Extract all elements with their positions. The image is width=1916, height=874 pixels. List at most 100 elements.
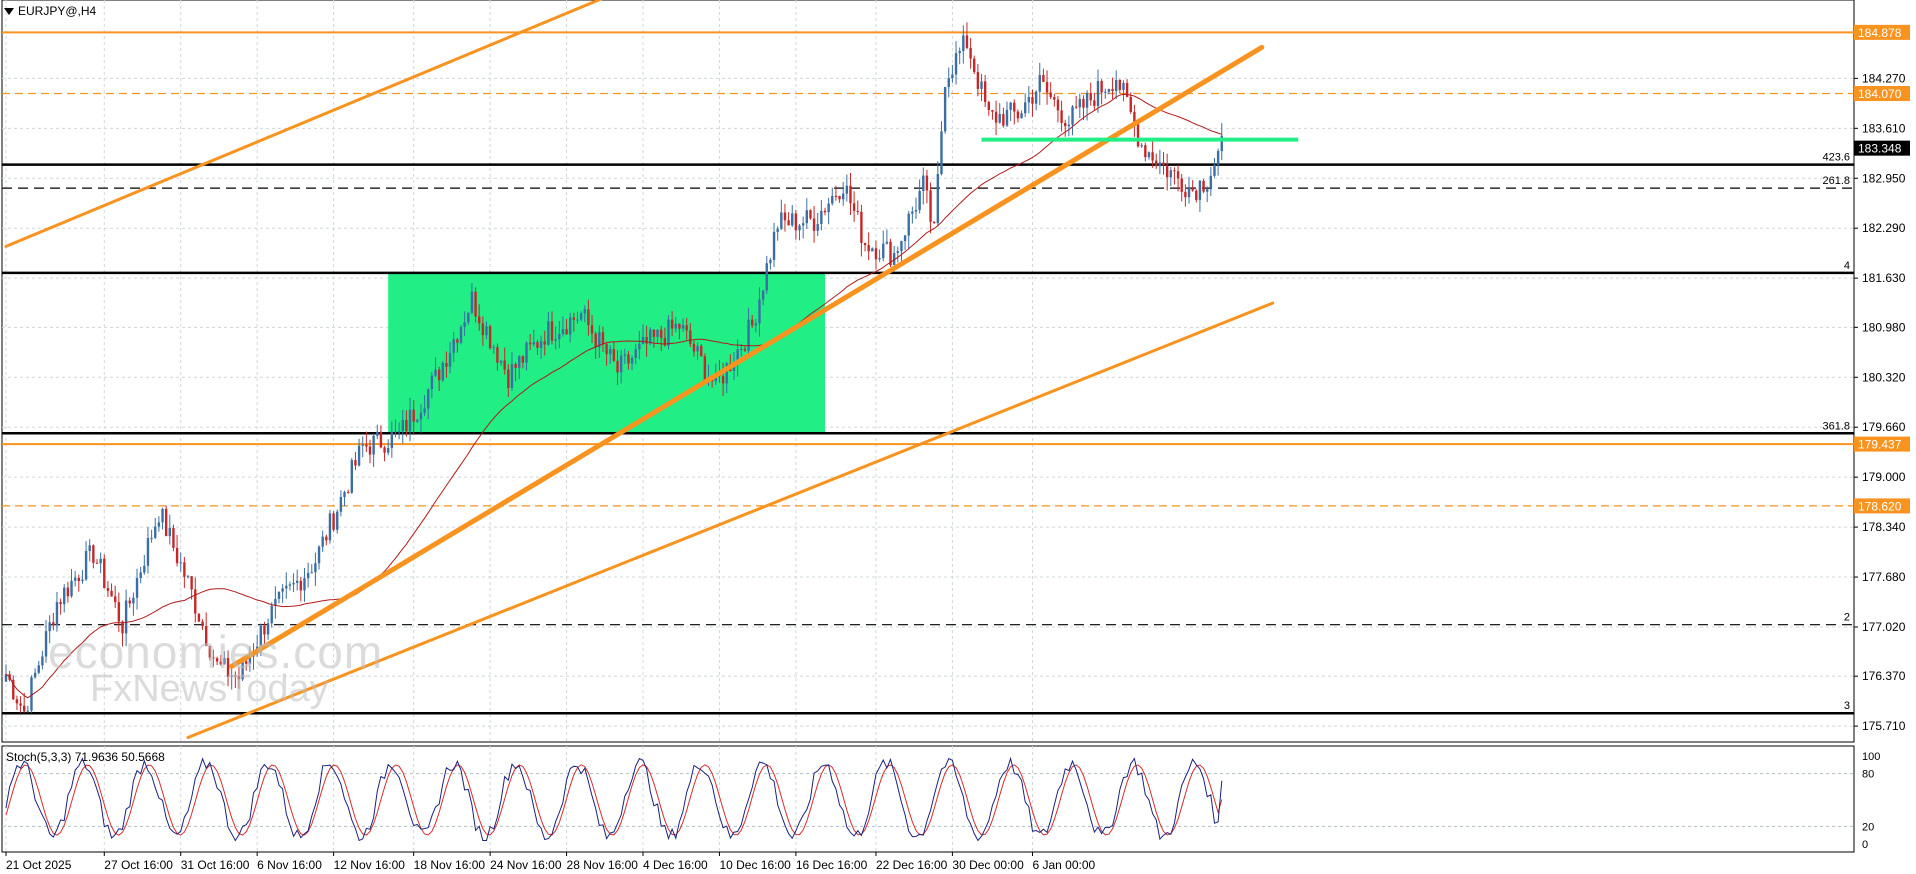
candle <box>92 544 95 569</box>
candle-body <box>696 345 699 352</box>
price-tag-bg <box>1854 498 1910 514</box>
fib-level-label: 2 <box>1844 612 1850 624</box>
candle <box>44 620 48 663</box>
candle-body <box>379 431 383 448</box>
candle-body <box>194 589 197 614</box>
candle <box>616 350 619 385</box>
candle <box>1005 101 1009 128</box>
candle <box>354 452 357 470</box>
time-tick-label: 22 Dec 16:00 <box>876 858 948 872</box>
candle-body <box>761 290 765 300</box>
candle <box>692 340 696 357</box>
candle-body <box>889 241 892 265</box>
candle <box>820 200 823 231</box>
candle-body <box>175 547 179 564</box>
candle <box>507 364 510 397</box>
price-tag: 184.878 <box>1854 24 1910 40</box>
candle <box>296 569 299 591</box>
candle <box>285 572 288 599</box>
candle <box>1002 107 1005 128</box>
candle <box>1155 153 1158 169</box>
candle <box>976 64 980 97</box>
candle-body <box>1016 111 1020 119</box>
candle <box>783 203 787 232</box>
fib-level-label: 4 <box>1844 260 1850 272</box>
price-tick-label: 175.710 <box>1862 719 1906 733</box>
time-tick-label: 21 Oct 2025 <box>6 858 72 872</box>
candle <box>1064 119 1067 137</box>
candle <box>63 584 66 613</box>
candle <box>448 341 452 374</box>
candle-body <box>365 444 368 447</box>
candle <box>660 325 663 351</box>
candle-body <box>296 580 299 583</box>
candle-body <box>270 605 273 624</box>
candle-body <box>983 81 987 102</box>
candle <box>263 621 266 646</box>
candle-body <box>154 526 157 538</box>
candle-body <box>947 78 950 88</box>
candle-body <box>266 623 270 635</box>
candle-body <box>259 625 262 647</box>
candle-body <box>838 195 841 200</box>
candle <box>445 351 448 378</box>
candle-body <box>124 600 128 634</box>
candle-body <box>1144 145 1147 158</box>
candle <box>106 581 110 597</box>
candle-body <box>212 657 215 659</box>
candle-body <box>670 319 674 329</box>
candle-body <box>488 326 492 349</box>
candle-body <box>317 546 321 564</box>
candle <box>569 312 572 343</box>
candle-body <box>882 243 885 259</box>
candle-body <box>143 565 146 573</box>
symbol-header[interactable]: EURJPY@,H4 <box>4 4 96 18</box>
candle-body <box>1165 165 1169 178</box>
candle-body <box>776 228 779 232</box>
candle-body <box>685 325 688 331</box>
candle <box>1209 166 1213 196</box>
candle <box>310 564 313 574</box>
candle <box>281 584 284 603</box>
candle-body <box>30 677 33 711</box>
candle <box>852 191 856 222</box>
chevron-down-icon[interactable] <box>4 7 14 15</box>
candle <box>1173 167 1176 185</box>
time-tick-label: 16 Dec 16:00 <box>796 858 868 872</box>
candle-body <box>907 213 910 236</box>
candle-body <box>26 710 30 712</box>
candle <box>306 562 310 588</box>
candle-body <box>1064 122 1067 127</box>
candle <box>536 339 539 355</box>
candle-body <box>132 597 135 604</box>
candle <box>681 318 685 332</box>
candle <box>678 323 681 340</box>
candle-body <box>940 131 943 175</box>
candle-body <box>223 658 226 665</box>
candle-body <box>539 341 543 348</box>
candle-body <box>164 508 168 537</box>
candle-body <box>103 558 106 589</box>
candle-body <box>598 332 601 348</box>
candle <box>605 341 608 366</box>
candle <box>805 198 808 230</box>
candle <box>248 646 252 672</box>
candle-body <box>1176 171 1180 179</box>
candle-body <box>430 375 434 390</box>
candle <box>81 570 84 584</box>
candle <box>514 362 517 382</box>
candle-body <box>1020 113 1023 119</box>
candle <box>77 574 80 592</box>
candle-body <box>1053 97 1056 100</box>
candle-body <box>874 248 878 260</box>
candle <box>41 650 44 670</box>
price-tag-label: 179.437 <box>1858 438 1902 452</box>
candle <box>470 283 474 315</box>
candle-body <box>1089 92 1092 101</box>
price-tag-label: 184.878 <box>1858 26 1902 40</box>
candle <box>292 573 295 593</box>
candle-body <box>350 460 353 493</box>
candle-body <box>925 175 929 191</box>
candle-body <box>1107 88 1111 92</box>
